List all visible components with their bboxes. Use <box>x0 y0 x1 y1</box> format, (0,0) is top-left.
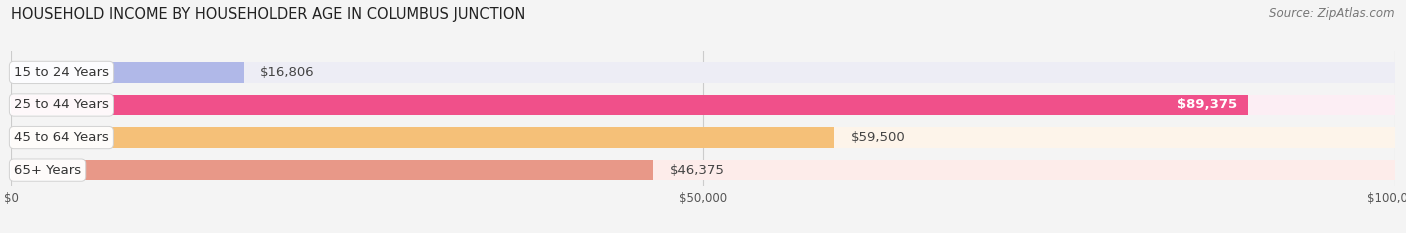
Text: $89,375: $89,375 <box>1177 99 1237 111</box>
Text: 65+ Years: 65+ Years <box>14 164 82 177</box>
Bar <box>11 95 1247 115</box>
Text: 25 to 44 Years: 25 to 44 Years <box>14 99 108 111</box>
Text: $46,375: $46,375 <box>669 164 724 177</box>
Text: $16,806: $16,806 <box>260 66 315 79</box>
Text: 45 to 64 Years: 45 to 64 Years <box>14 131 108 144</box>
Bar <box>11 127 1395 148</box>
Bar <box>11 127 834 148</box>
Text: 15 to 24 Years: 15 to 24 Years <box>14 66 110 79</box>
Text: $59,500: $59,500 <box>851 131 905 144</box>
Text: HOUSEHOLD INCOME BY HOUSEHOLDER AGE IN COLUMBUS JUNCTION: HOUSEHOLD INCOME BY HOUSEHOLDER AGE IN C… <box>11 7 526 22</box>
Bar <box>11 62 243 82</box>
Bar <box>11 160 652 180</box>
Bar <box>11 95 1395 115</box>
Bar <box>11 62 1395 82</box>
Text: Source: ZipAtlas.com: Source: ZipAtlas.com <box>1270 7 1395 20</box>
Bar <box>11 160 1395 180</box>
